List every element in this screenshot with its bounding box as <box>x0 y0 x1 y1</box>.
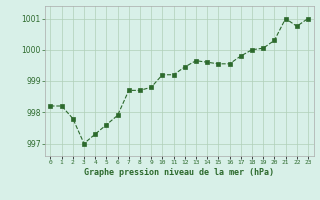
X-axis label: Graphe pression niveau de la mer (hPa): Graphe pression niveau de la mer (hPa) <box>84 168 274 177</box>
